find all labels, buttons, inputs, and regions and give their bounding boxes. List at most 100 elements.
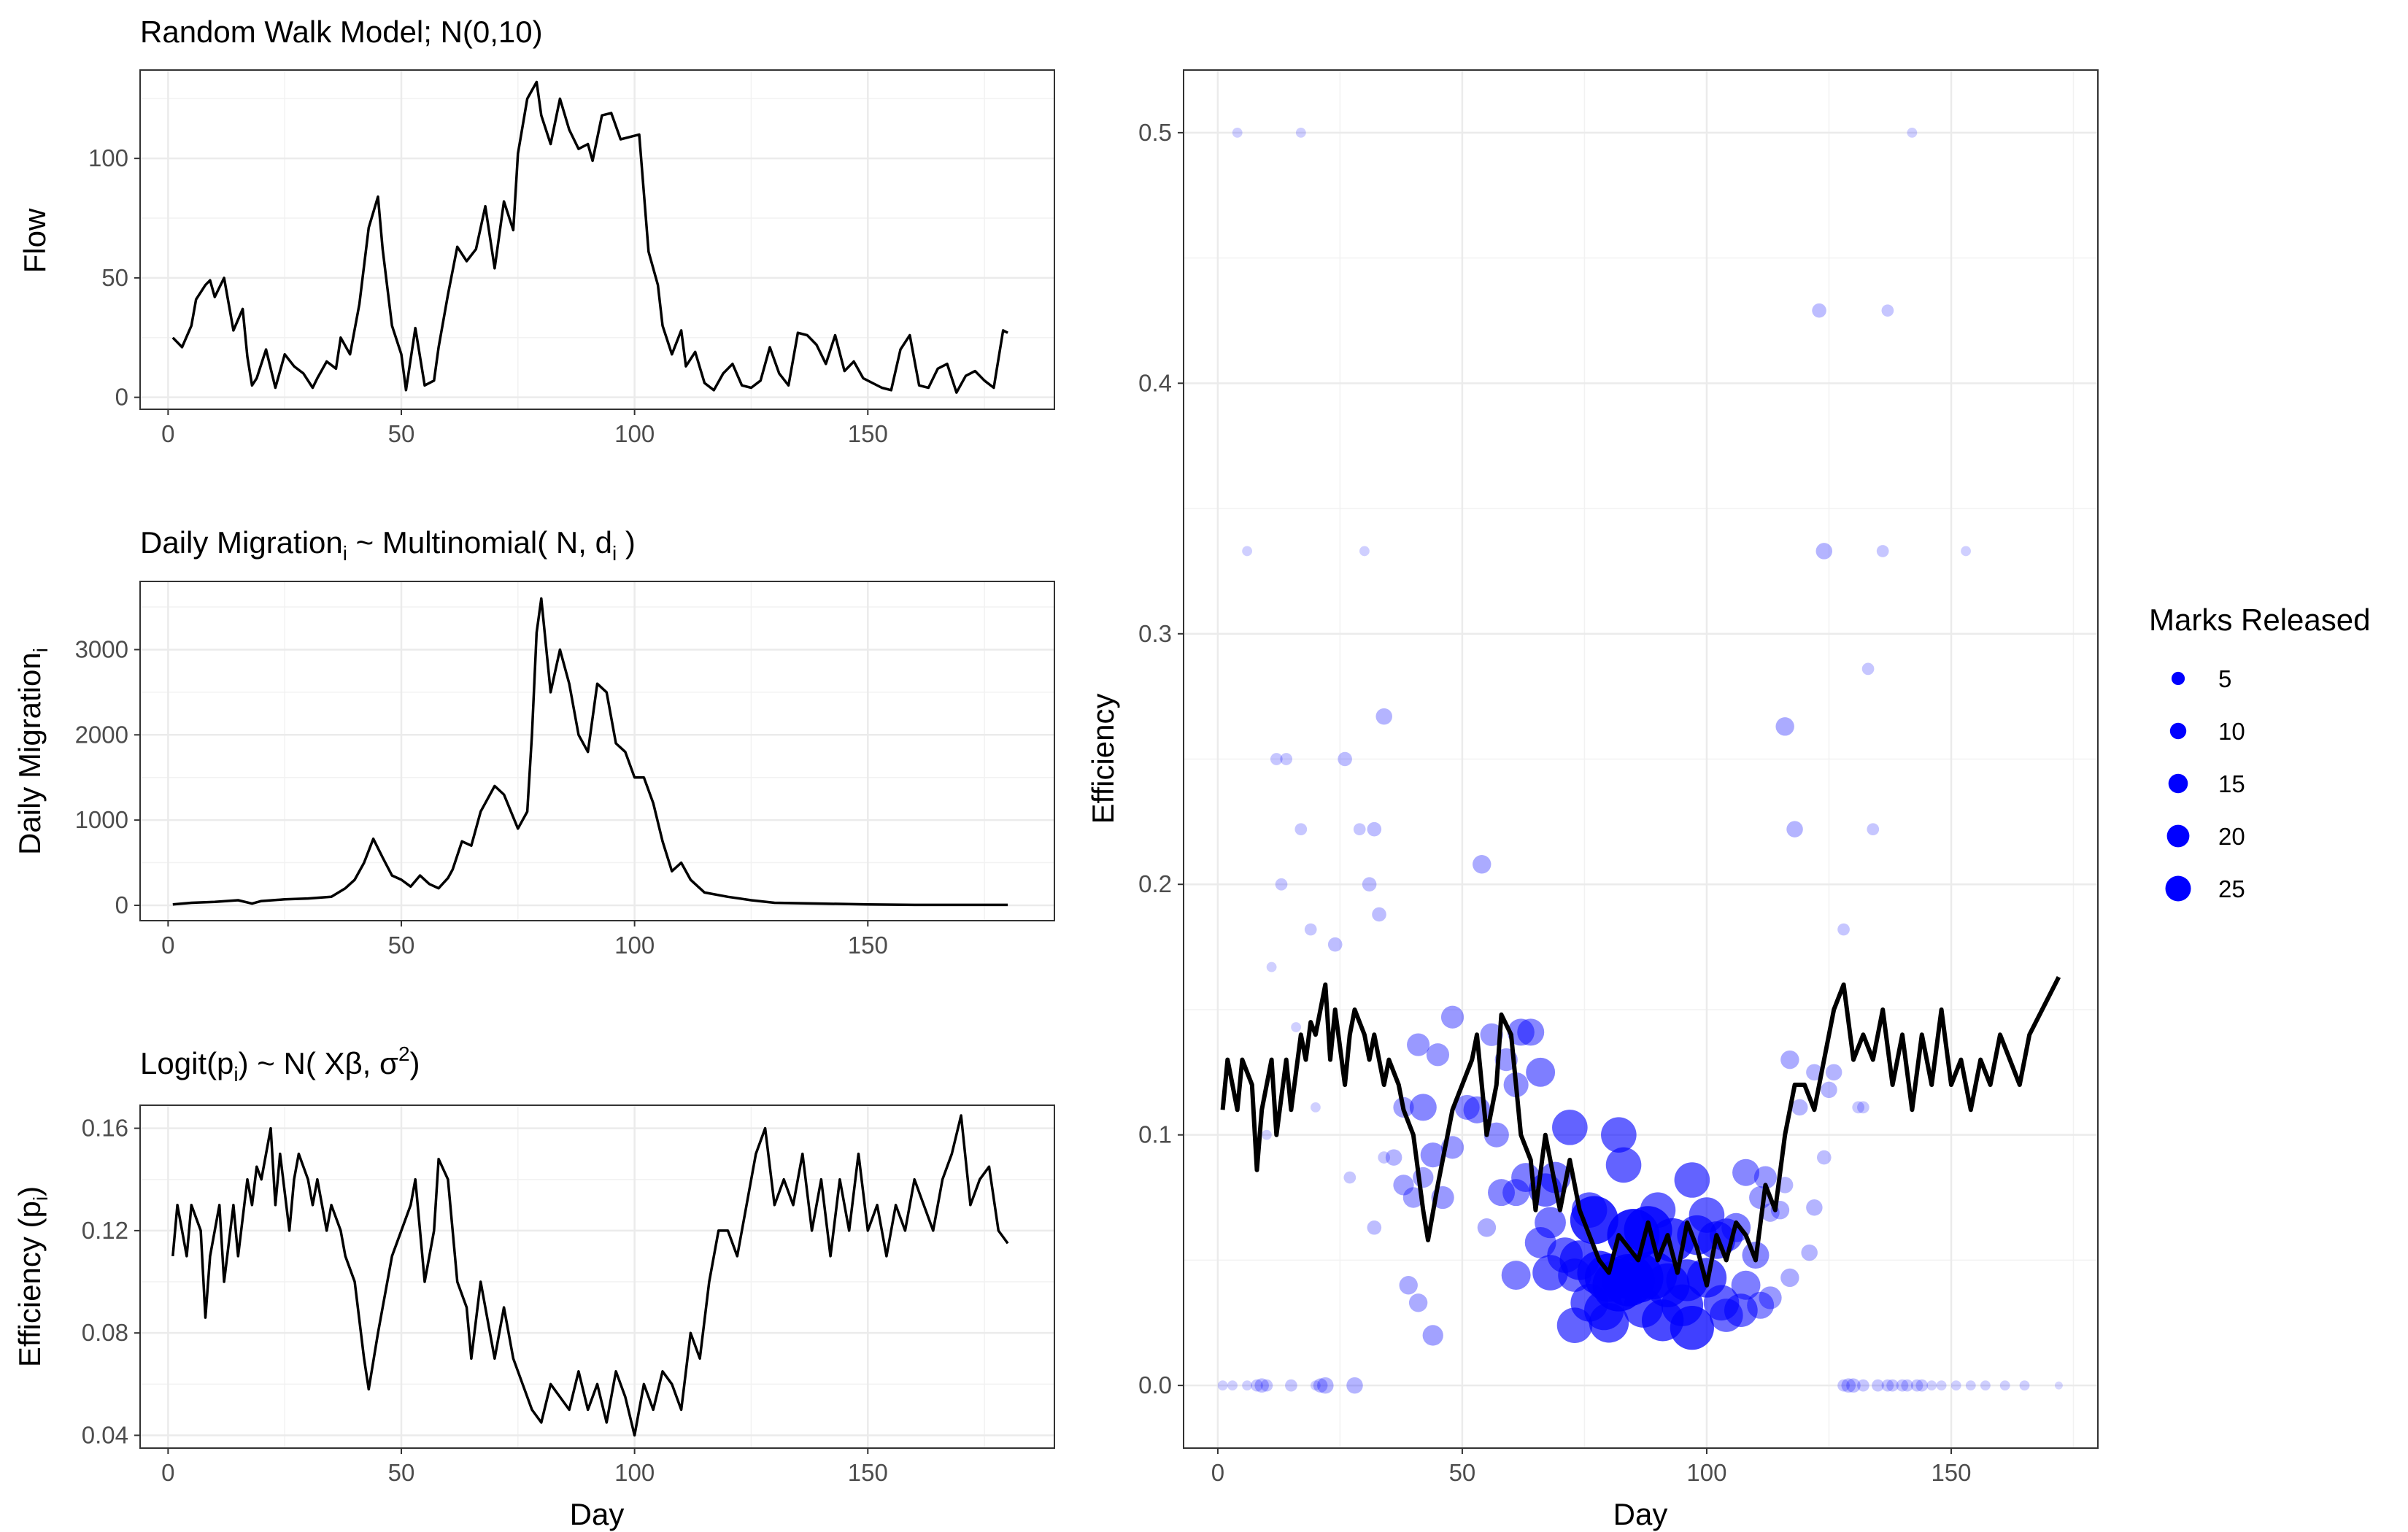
- y-tick-label: 50: [101, 264, 128, 291]
- legend-key: [2168, 773, 2188, 794]
- scatter-point: [1821, 1081, 1837, 1099]
- scatter-point: [1936, 1380, 1947, 1391]
- x-tick-label: 0: [161, 420, 174, 447]
- scatter-point: [1786, 821, 1803, 837]
- scatter-point: [1327, 937, 1343, 952]
- scatter-point: [1532, 1255, 1568, 1291]
- marks-flow: [171, 80, 1008, 394]
- panel-efficiency: 0 50 100 150 0.0 0.1 0.2 0.3 0.4 0.5 Efficiency D…: [1086, 69, 2099, 1531]
- grid-flow: [140, 70, 1054, 409]
- y-axis-title-migration-sub: i: [29, 648, 52, 652]
- scatter-point: [1791, 1099, 1808, 1116]
- scatter-point: [1473, 855, 1492, 874]
- scatter-point: [1420, 1142, 1446, 1168]
- plot-border-logit: [139, 1104, 1055, 1449]
- scatter-point: [1242, 546, 1253, 557]
- scatter-point: [1732, 1158, 1760, 1186]
- y-tick-label: 0.08: [82, 1319, 128, 1346]
- scatter-point: [1402, 1187, 1424, 1208]
- panel-title-logit-main: Logit(p: [140, 1046, 234, 1080]
- scatter-point: [1825, 1064, 1842, 1081]
- scatter-point: [1852, 1101, 1865, 1114]
- panel-title-migration: Daily Migrationi ~ Multinomial( N, di ): [140, 525, 636, 565]
- y-tick-label: 2000: [75, 721, 128, 748]
- scatter-point: [1502, 1179, 1530, 1207]
- scatter-point: [1294, 823, 1308, 836]
- scatter-point: [1270, 753, 1283, 765]
- scatter-point: [1362, 877, 1377, 892]
- scatter-point: [1367, 821, 1382, 837]
- legend-key: [2165, 875, 2191, 902]
- scatter-point: [1313, 1378, 1328, 1393]
- scatter-point: [1806, 1064, 1823, 1081]
- x-tick-label: 100: [614, 932, 655, 959]
- scatter-point: [1393, 1175, 1414, 1196]
- grid-logit: [140, 1105, 1054, 1448]
- marks-efficiency: [1217, 127, 2063, 1394]
- panel-title-migration-sub1: i: [343, 542, 347, 565]
- tick-labels-efficiency: 0 50 100 150 0.0 0.1 0.2 0.3 0.4 0.5: [1138, 119, 1971, 1486]
- y-tick-label: 0.0: [1138, 1372, 1172, 1398]
- scatter-point: [1488, 1179, 1516, 1207]
- scatter-point: [1317, 1377, 1334, 1394]
- scatter-point: [1232, 127, 1243, 138]
- scatter-point: [1311, 1102, 1321, 1113]
- scatter-point: [1806, 1199, 1823, 1216]
- scatter-point: [1480, 1023, 1503, 1046]
- scatter-point: [1266, 962, 1277, 972]
- scatter-point: [1507, 1018, 1535, 1046]
- y-tick-label: 0: [115, 891, 128, 918]
- x-tick-label: 0: [161, 932, 174, 959]
- scatter-point: [1409, 1094, 1437, 1121]
- scatter-point: [2019, 1380, 2030, 1391]
- scatter-point: [1881, 1379, 1894, 1392]
- x-tick-label: 100: [614, 420, 655, 447]
- series-line: [171, 1114, 1009, 1437]
- scatter-point: [1759, 1286, 1782, 1309]
- scatter-point: [1950, 1380, 1961, 1391]
- y-tick-label: 0.2: [1138, 870, 1172, 897]
- x-tick-label: 0: [161, 1459, 174, 1486]
- scatter-point: [1753, 1166, 1777, 1189]
- legend-label: 20: [2218, 823, 2245, 850]
- series-line: [171, 80, 1008, 394]
- panel-title-logit-sup: 2: [398, 1042, 410, 1065]
- scatter-point: [1477, 1218, 1497, 1237]
- y-axis-title-logit-main: Efficiency (p: [12, 1201, 47, 1367]
- marks-migration: [172, 597, 1008, 907]
- scatter-point: [1872, 1379, 1884, 1392]
- scatter-point: [1454, 1094, 1480, 1120]
- scatter-point: [1367, 1220, 1382, 1235]
- scatter-point: [1915, 1379, 1929, 1392]
- tick-labels-logit: 0 50 100 150 0.04 0.08 0.12 0.16: [82, 1115, 888, 1486]
- scatter-point: [1861, 662, 1875, 676]
- scatter-point: [1483, 1122, 1509, 1148]
- scatter-point: [1517, 1018, 1545, 1046]
- y-tick-label: 0.04: [82, 1421, 128, 1448]
- scatter-point: [1378, 1151, 1391, 1164]
- scatter-point: [1780, 1050, 1799, 1069]
- scatter-point: [1338, 751, 1352, 767]
- y-axis-title-flow: Flow: [18, 208, 52, 273]
- y-tick-label: 0.16: [82, 1115, 128, 1142]
- scatter-point: [1408, 1293, 1428, 1312]
- scatter-point: [1407, 1033, 1430, 1056]
- legend-title: Marks Released: [2149, 603, 2370, 637]
- panel-title-logit: Logit(pi) ~ N( Xβ, σ2): [140, 1042, 420, 1086]
- x-tick-label: 50: [388, 1459, 415, 1486]
- y-tick-label: 0.1: [1138, 1121, 1172, 1148]
- x-tick-label: 100: [614, 1459, 655, 1486]
- scatter-point: [1841, 1378, 1856, 1393]
- x-tick-label: 150: [848, 932, 888, 959]
- panel-logit: Logit(pi) ~ N( Xβ, σ2) 0 50 100 1500.040.08…: [12, 1042, 1055, 1531]
- x-tick-label: 100: [1686, 1459, 1726, 1486]
- panel-title-migration-end: ): [617, 525, 636, 560]
- x-tick-label: 150: [848, 420, 888, 447]
- x-tick-label: 0: [1211, 1459, 1224, 1486]
- y-axis-title-logit-sub: i: [29, 1196, 52, 1201]
- scatter-point: [1910, 1379, 1923, 1392]
- y-axis-title-logit: Efficiency (pi): [12, 1186, 52, 1367]
- scatter-point: [1876, 545, 1889, 557]
- scatter-point: [1285, 1379, 1297, 1392]
